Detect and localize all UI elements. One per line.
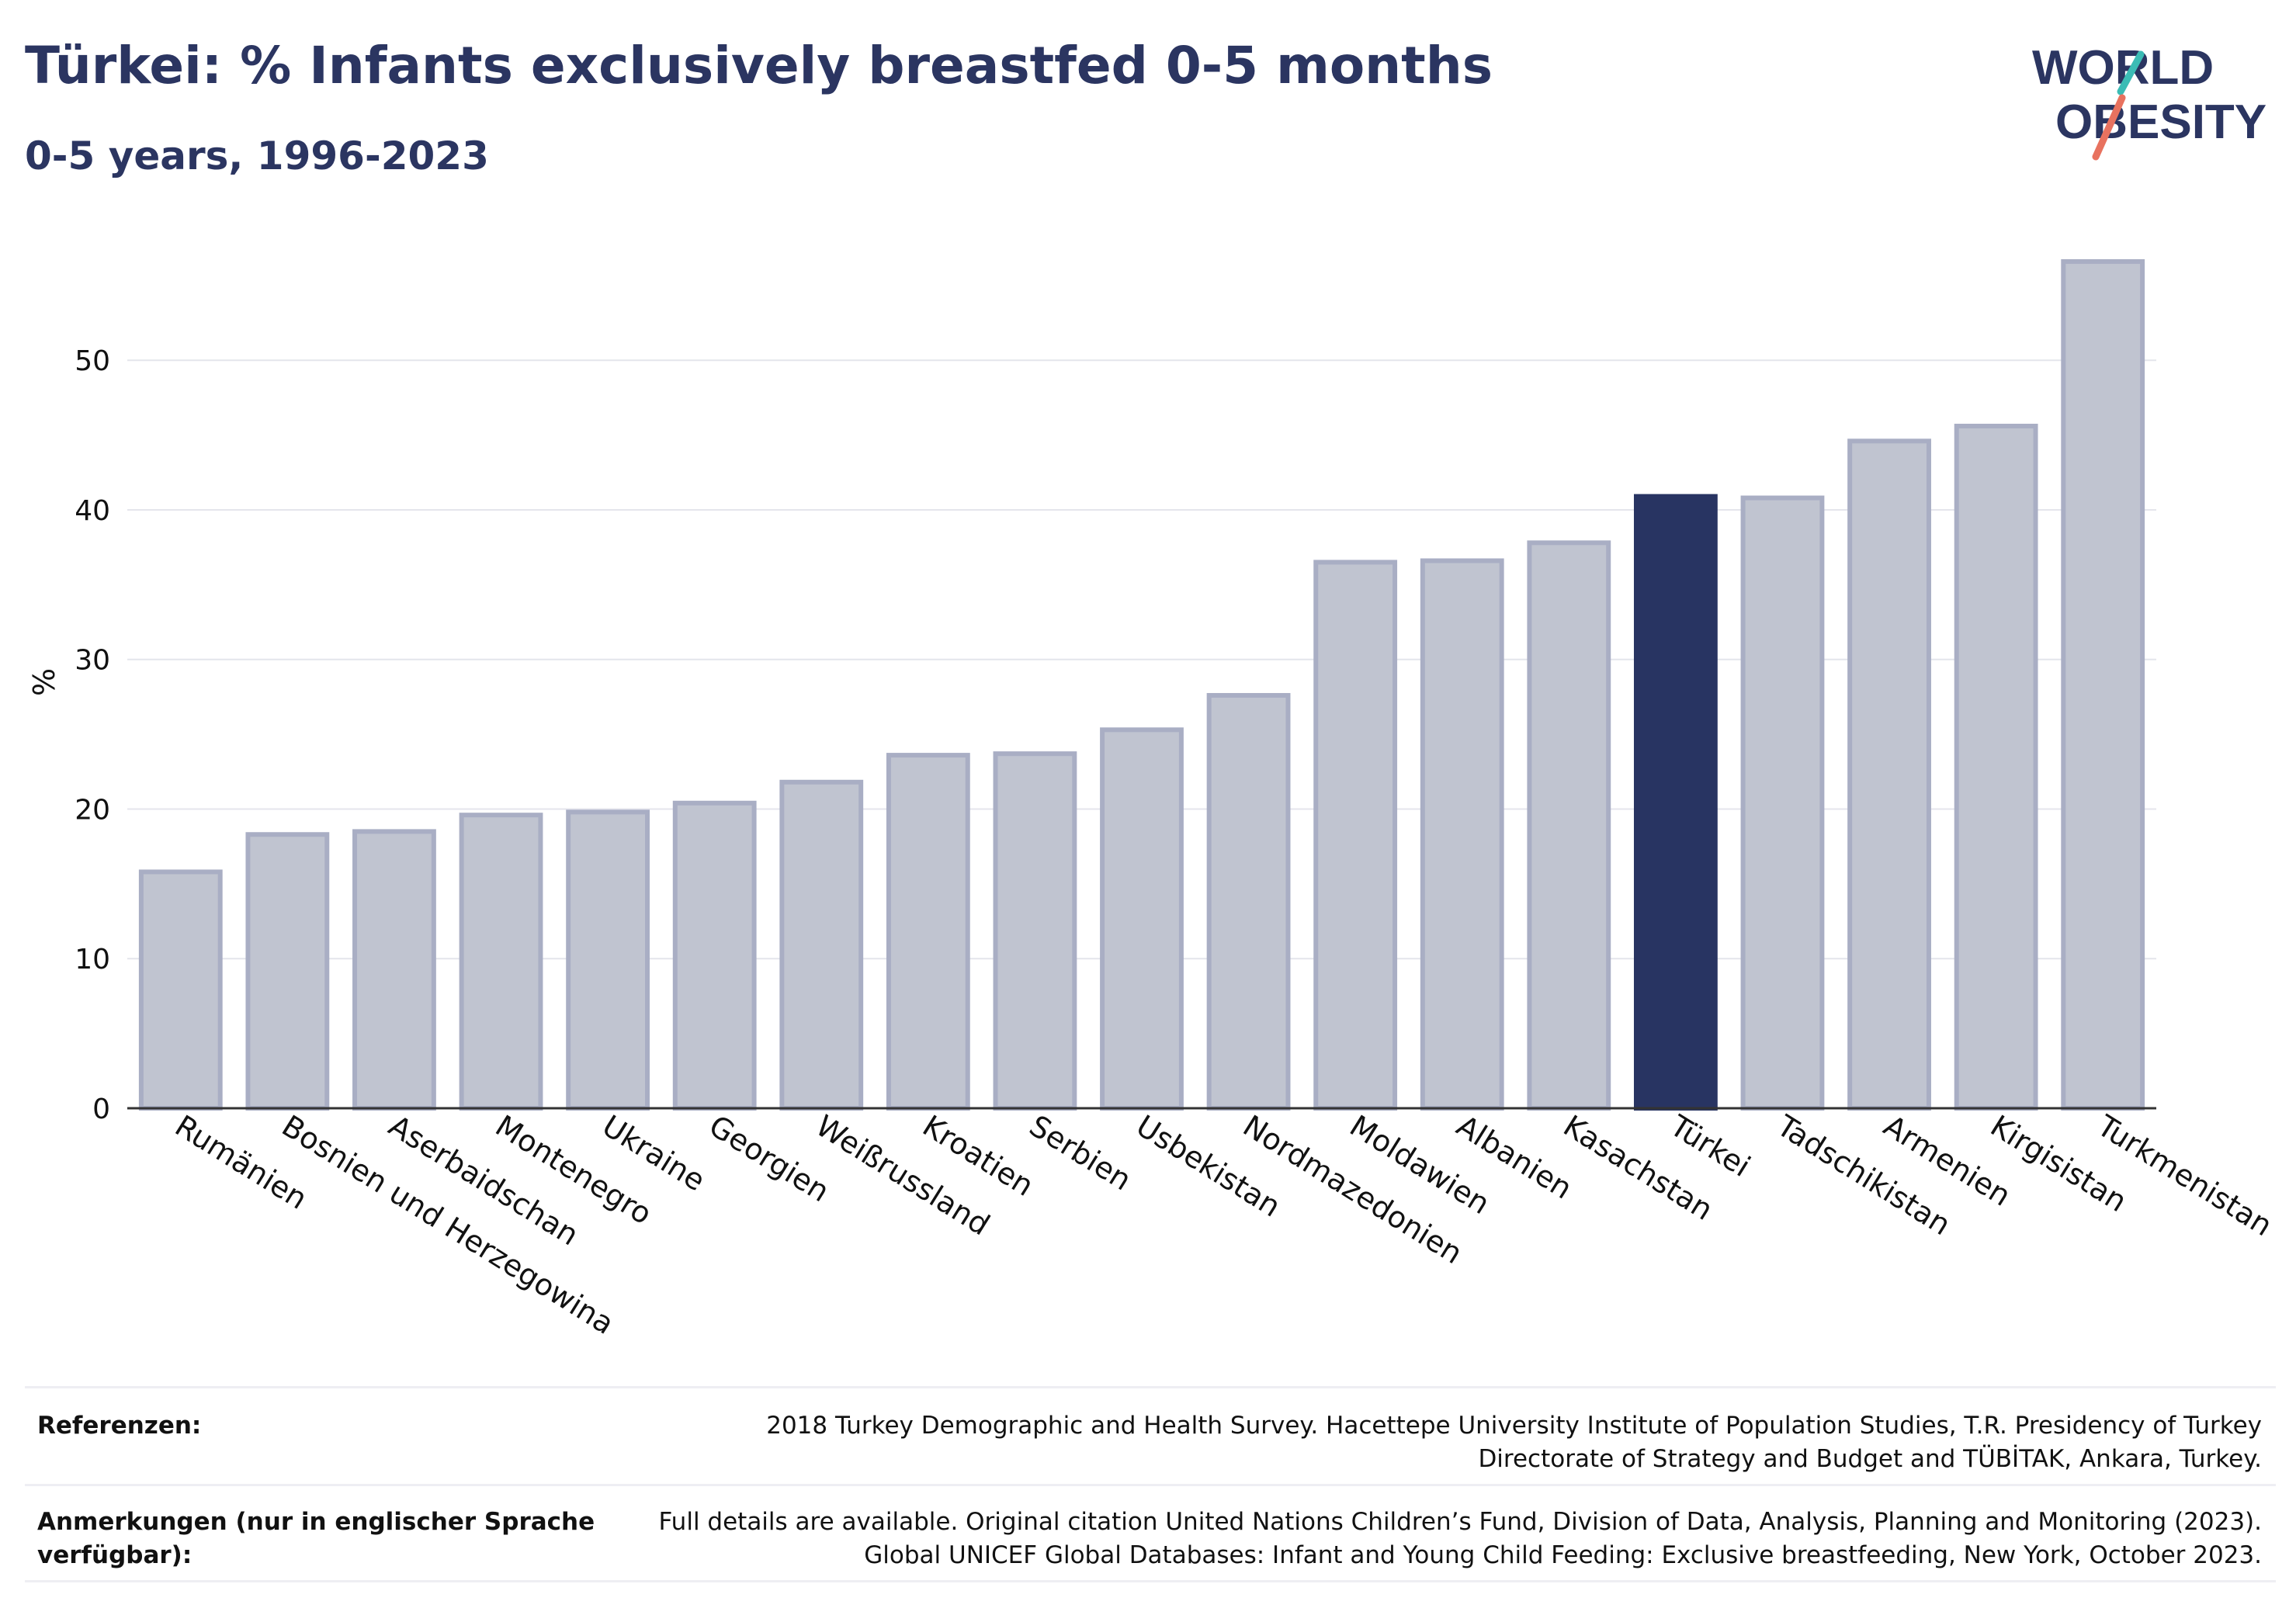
logo-word-obesity: OBESITY [2055,95,2267,149]
bar [779,779,864,1111]
world-obesity-logo: WORLD OBESITY [2032,41,2267,161]
notes-text: Full details are available. Original cit… [632,1506,2262,1572]
notes-label-line: verfügbar): [37,1541,192,1569]
x-tick-label: Turkmenistan [2091,1108,2278,1243]
footer-divider-bottom [25,1580,2276,1582]
bar [993,751,1077,1111]
chart-subtitle: 0-5 years, 1996-2023 [25,133,489,178]
bar [1954,424,2038,1111]
footer-divider-top [25,1386,2276,1388]
bar-highlight [1633,494,1718,1111]
bar [459,813,543,1111]
notes-label: Anmerkungen (nur in englischer Sprache v… [37,1506,627,1572]
y-axis-label: % [27,668,61,696]
notes-label-line: Anmerkungen (nur in englischer Sprache [37,1508,595,1536]
bar [672,800,757,1111]
bar [1527,540,1611,1111]
bar [1847,438,1931,1111]
bar [1740,495,1825,1111]
bar [1420,558,1504,1111]
bar [1100,727,1184,1111]
bar [245,832,330,1111]
y-tick-label: 50 [75,345,110,377]
y-tick-label: 40 [75,495,110,527]
x-tick-label: Georgien [703,1108,835,1208]
bar [138,869,223,1111]
notes-line: Full details are available. Original cit… [658,1508,2262,1536]
references-label: Referenzen: [37,1412,202,1440]
references-line: 2018 Turkey Demographic and Health Surve… [766,1412,2262,1440]
bar [352,829,436,1111]
y-tick-label: 30 [75,645,110,677]
bar [566,809,650,1111]
chart-title: Türkei: % Infants exclusively breastfed … [25,36,1493,95]
footer-divider-middle [25,1484,2276,1486]
y-tick-label: 10 [75,944,110,976]
logo-slash-teal [2117,50,2145,95]
x-tick-label: Serbien [1024,1108,1138,1197]
y-tick-label: 0 [92,1093,110,1125]
references-text: 2018 Turkey Demographic and Health Surve… [632,1409,2262,1476]
bar [886,753,970,1111]
references-line: Directorate of Strategy and Budget and T… [1478,1445,2262,1473]
logo-slash-coral [2092,94,2126,161]
bar [1206,692,1291,1111]
bar [1313,560,1398,1111]
notes-line: Global UNICEF Global Databases: Infant a… [864,1541,2262,1569]
bar [2061,258,2145,1111]
y-tick-label: 20 [75,794,110,826]
